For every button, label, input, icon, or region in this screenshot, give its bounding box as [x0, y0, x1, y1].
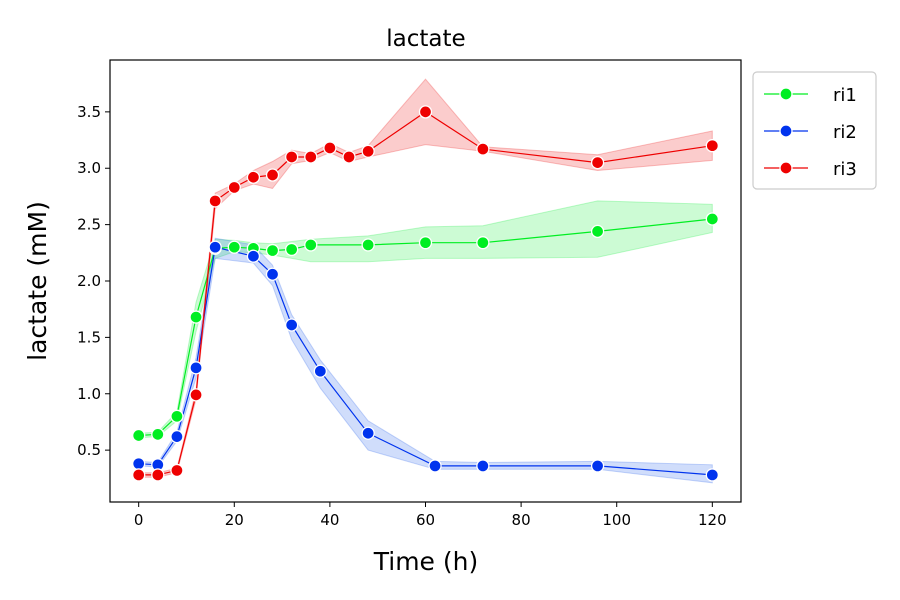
series-points [132, 105, 719, 482]
ri2-point [361, 426, 375, 440]
ri1-point [151, 427, 165, 441]
ri3-point [265, 168, 280, 182]
ri1-point [304, 238, 318, 252]
y-tick-label: 2.0 [77, 272, 101, 290]
x-tick-label: 80 [512, 511, 531, 529]
y-axis: 0.5 1.0 1.5 2.0 2.5 3.0 3.5 [77, 103, 110, 459]
y-tick-label: 1.5 [77, 328, 101, 346]
x-tick-label: 100 [602, 511, 631, 529]
legend-ri2-label: ri2 [833, 122, 857, 143]
ri3-point [705, 139, 719, 153]
ri3-point [304, 150, 318, 164]
legend-ri3-marker [779, 161, 793, 175]
legend: ri1 ri2 ri3 [752, 71, 877, 190]
ri2-point [476, 459, 490, 473]
ri2-point [285, 318, 299, 332]
ri3-point [132, 468, 146, 482]
ri1-point [705, 212, 719, 226]
ri1-point [189, 310, 203, 324]
ri3-point [170, 463, 184, 478]
ri2-point [313, 364, 327, 378]
ri2-line [138, 246, 713, 476]
ri3-confidence-band [138, 78, 713, 478]
legend-ri2-marker [779, 124, 793, 138]
ri2-point [590, 459, 605, 473]
ri1-point [590, 224, 605, 239]
legend-ri3-label: ri3 [833, 159, 857, 180]
x-axis-title: Time (h) [373, 547, 478, 576]
ri3-point [418, 105, 433, 119]
ri1-point [418, 236, 433, 250]
ri1-point [285, 242, 299, 257]
legend-ri1-label: ri1 [833, 85, 857, 106]
ri3-point [151, 468, 165, 482]
ri3-point [342, 150, 356, 164]
ri3-point [361, 144, 375, 158]
ri3-point [246, 170, 261, 184]
ri2-point [246, 249, 261, 263]
x-tick-label: 20 [225, 511, 244, 529]
ri1-point [476, 236, 490, 250]
x-tick-label: 120 [698, 511, 727, 529]
ri1-point [265, 243, 280, 258]
y-tick-label: 0.5 [77, 441, 101, 459]
y-tick-label: 2.5 [77, 216, 101, 234]
ri2-point [428, 459, 442, 473]
ri1-point [227, 240, 241, 254]
ri2-point [705, 468, 719, 482]
legend-ri1-marker [779, 87, 793, 101]
ri3-point [285, 150, 299, 164]
x-tick-label: 0 [134, 511, 144, 529]
ri3-point [227, 180, 241, 195]
y-axis-title: lactate (mM) [23, 201, 52, 361]
ri2-point [265, 267, 280, 281]
y-tick-label: 3.5 [77, 103, 101, 121]
y-tick-label: 1.0 [77, 385, 101, 403]
ri3-point [208, 194, 222, 208]
x-tick-label: 40 [320, 511, 339, 529]
ri3-point [590, 155, 605, 170]
ri3-point [189, 388, 203, 402]
ri1-point [170, 409, 184, 423]
x-tick-label: 60 [416, 511, 435, 529]
legend-frame [752, 71, 877, 190]
ri2-point [189, 361, 203, 375]
ri2-point [170, 429, 184, 444]
x-axis: 0 20 40 60 80 100 120 [134, 502, 727, 529]
ri1-point [361, 238, 375, 252]
ri2-point [208, 240, 222, 254]
confidence-bands [138, 78, 713, 484]
ri2-confidence-band [138, 237, 713, 484]
chart-title: lactate [386, 26, 465, 52]
ri1-point [132, 428, 146, 443]
y-tick-label: 3.0 [77, 159, 101, 177]
ri3-point [323, 141, 337, 155]
ri3-point [476, 142, 490, 156]
ri2-point [132, 457, 146, 471]
